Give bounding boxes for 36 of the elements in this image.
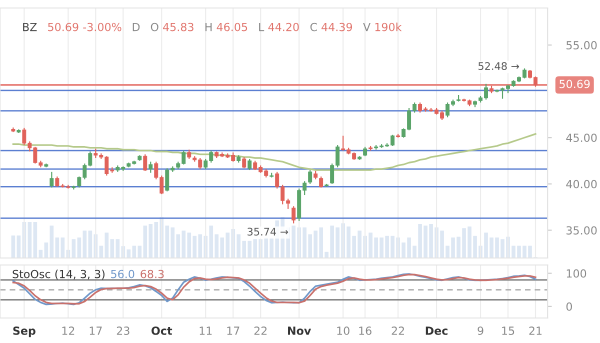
- x-tick-label: Sep: [13, 326, 36, 338]
- x-tick-label: 12: [62, 326, 74, 335]
- series-label: 68.3: [140, 270, 164, 278]
- x-tick-label: Dec: [426, 326, 448, 335]
- annotation: 52.48 →: [478, 62, 520, 70]
- x-tick-label: 10: [337, 326, 350, 335]
- annotation: V 190k: [363, 22, 402, 32]
- annotation: O 45.83: [150, 22, 194, 32]
- annotation: 50.69 -3.00%: [48, 22, 122, 32]
- y-tick-label: 0: [566, 302, 572, 311]
- text: BZ: [23, 22, 37, 32]
- x-tick-label: 17: [90, 326, 102, 335]
- x-tick-label: 21: [529, 326, 542, 335]
- y-tick-label: 100: [566, 269, 586, 278]
- chart-title: StoOsc (14, 3, 3): [12, 270, 104, 280]
- x-tick-label: 23: [116, 326, 130, 335]
- y-tick-label: 55.00: [566, 41, 597, 50]
- x-tick-label: 15: [502, 326, 514, 335]
- x-tick-label: 9: [478, 326, 484, 335]
- annotation: L 44.20: [259, 22, 299, 32]
- y-tick-label: 40.00: [566, 180, 597, 188]
- x-tick-label: Oct: [152, 326, 172, 335]
- annotation: H 46.05: [205, 22, 248, 32]
- x-tick-label: 22: [392, 326, 404, 335]
- ref-line-label: 50.69: [560, 80, 590, 88]
- x-tick-label: 11: [200, 326, 212, 335]
- y-tick-label: 45.00: [566, 134, 597, 142]
- series-label: 56.0: [111, 270, 134, 278]
- x-tick-label: 16: [359, 326, 372, 335]
- y-tick-label: 35.00: [566, 226, 597, 235]
- annotation: C 44.39: [310, 22, 352, 32]
- x-tick-label: 17: [227, 326, 240, 335]
- annotation: D: [132, 22, 140, 32]
- x-tick-label: 22: [254, 326, 267, 335]
- x-tick-label: Nov: [288, 326, 312, 335]
- annotation: 35.74 →: [248, 228, 288, 236]
